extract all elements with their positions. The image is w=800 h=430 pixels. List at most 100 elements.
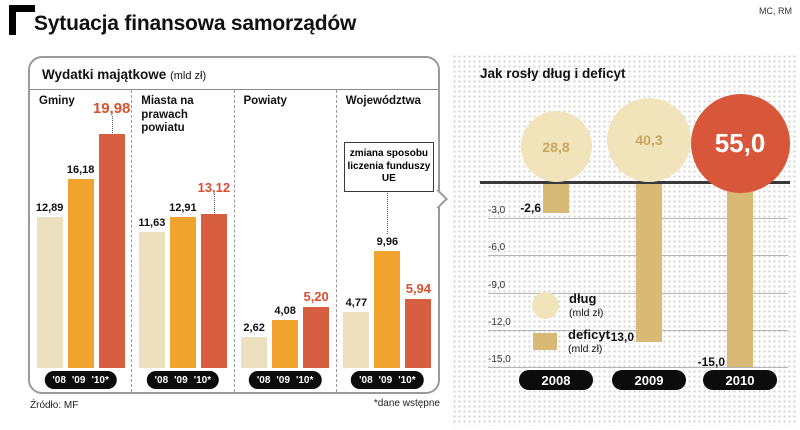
bar-slot: 12,91 (169, 134, 197, 368)
bar (343, 312, 370, 368)
right-panel-title: Jak rosły dług i deficyt (480, 66, 626, 81)
zero-axis-line (480, 181, 790, 184)
legend-deficit-unit: (mld zł) (568, 342, 603, 355)
circle-swatch-icon (532, 292, 559, 319)
chart-group: Miasta na prawach powiatu 11,63 12,91 13,12… (131, 90, 233, 392)
debt-deficit-chart: -3,0 -6,0 -9,0 -12,0 -15,0 -2,6 -13,0 -15,0 28,8… (452, 54, 796, 426)
gridline (488, 367, 788, 368)
deficit-value-label: -13,0 (606, 330, 634, 344)
bar-slot: 12,89 (36, 134, 63, 368)
annotation-box: zmiana sposobu liczenia funduszy UE (343, 142, 434, 192)
bar (272, 320, 299, 368)
legend-debt-text: dług (mld zł) (569, 291, 604, 319)
category-label: '10* (91, 374, 109, 386)
bar-cluster: 11,63 12,91 13,12 (132, 134, 233, 368)
bar-cluster: 12,89 16,18 19,98 (30, 100, 131, 368)
bar-slot: 5,20 (303, 134, 330, 368)
bar (200, 214, 227, 368)
category-label: '10* (295, 374, 314, 386)
category-label: '08 (154, 374, 169, 386)
bar-slot: 19,98 (93, 100, 130, 368)
bar (303, 307, 330, 368)
legend: dług (mld zł) deficyt (mld zł) (532, 291, 610, 355)
y-tick-label: -6,0 (488, 242, 506, 253)
category-label: '08 (256, 374, 271, 386)
group-label: Miasta na prawach powiatu (141, 95, 194, 135)
corner-bracket-icon (9, 5, 35, 35)
legend-debt-label: dług (569, 291, 597, 306)
bar-value-label: 19,98 (92, 100, 131, 117)
debt-circle: 28,8 (520, 111, 592, 182)
category-label: '08 (52, 374, 66, 386)
y-tick-label: -12,0 (488, 317, 511, 328)
chart-group: Gminy 12,89 16,18 19,98 '08 '09 '10* (30, 90, 131, 392)
attribution: MC, RM (759, 6, 792, 16)
bar-value-label: 12,91 (169, 202, 197, 214)
bar-slot: 4,77 (343, 134, 370, 368)
category-label: '08 (359, 374, 373, 386)
bar (98, 134, 125, 368)
bar (405, 299, 432, 368)
deficit-bar (636, 181, 662, 342)
deficit-value-label: -15,0 (697, 355, 725, 369)
year-pill: 2009 (612, 370, 686, 390)
bar (36, 217, 63, 368)
bar-slot: 4,08 (272, 134, 299, 368)
bar-value-label: 5,20 (303, 289, 329, 304)
bar-slot: 2,62 (241, 134, 268, 368)
bar-slot: 5,94 (405, 134, 432, 368)
legend-item-debt: dług (mld zł) (532, 291, 610, 319)
group-label: Województwa (345, 95, 421, 107)
category-pill: '08 '09 '10* (351, 371, 424, 389)
legend-debt-unit: (mld zł) (569, 306, 604, 319)
bar-slot: 9,96 (374, 134, 401, 368)
category-label: '10* (193, 374, 212, 386)
legend-item-deficit: deficyt (mld zł) (532, 327, 610, 355)
category-label: '09 (276, 374, 290, 386)
left-panel-title-text: Wydatki majątkowe (42, 67, 167, 82)
bar-value-label: 9,96 (376, 236, 399, 248)
bar (241, 337, 268, 368)
bar (169, 217, 196, 368)
debt-circle: 40,3 (607, 98, 691, 182)
square-swatch-icon (533, 333, 557, 350)
bar (67, 179, 94, 368)
source-note: Źródło: MF (30, 400, 79, 411)
bar-value-label: 2,62 (243, 322, 265, 334)
bar-slot: 16,18 (66, 134, 95, 368)
category-pill: '08 '09 '10* (146, 371, 220, 389)
bar-value-label: 4,08 (274, 305, 296, 317)
category-label: '09 (71, 374, 86, 386)
page-title: Sytuacja finansowa samorządów (34, 12, 357, 35)
label-connector (111, 116, 113, 133)
chart-group: Powiaty 2,62 4,08 5,20 '08 '09 '10* (233, 90, 336, 392)
y-tick-label: -9,0 (488, 280, 506, 291)
chart-group: Województwa 4,77 9,96 5,94 zmiana sposobu li… (335, 90, 438, 392)
group-label: Gminy (39, 95, 75, 107)
bar-value-label: 11,63 (138, 217, 166, 229)
category-pill: '08 '09 '10* (248, 371, 322, 389)
bar-value-label: 5,94 (405, 281, 432, 296)
capital-expenditure-panel: Wydatki majątkowe (mld zł) Gminy 12,89 16,… (28, 56, 440, 394)
left-panel-title: Wydatki majątkowe (mld zł) (42, 67, 206, 82)
label-connector (213, 194, 215, 213)
category-pill: '08 '09 '10* (44, 371, 117, 389)
group-label: Powiaty (243, 95, 287, 107)
debt-deficit-panel: Jak rosły dług i deficyt -3,0 -6,0 -9,0 -12… (452, 54, 796, 426)
bar-value-label: 16,18 (66, 164, 95, 176)
divider (30, 89, 438, 90)
category-label: '10* (398, 374, 416, 386)
bar-slot: 11,63 (138, 134, 166, 368)
deficit-value-label: -2,6 (520, 201, 541, 215)
left-panel-unit: (mld zł) (170, 70, 207, 82)
debt-circle: 55,0 (690, 94, 790, 193)
deficit-bar (727, 181, 753, 367)
footnote: *dane wstępne (373, 398, 440, 409)
y-tick-label: -3,0 (488, 205, 506, 216)
bar (138, 232, 165, 368)
category-label: '09 (378, 374, 393, 386)
legend-deficit-label: deficyt (568, 327, 610, 342)
year-pill: 2008 (519, 370, 593, 390)
expenditure-chart: Gminy 12,89 16,18 19,98 '08 '09 '10* Miasta na … (30, 90, 438, 392)
